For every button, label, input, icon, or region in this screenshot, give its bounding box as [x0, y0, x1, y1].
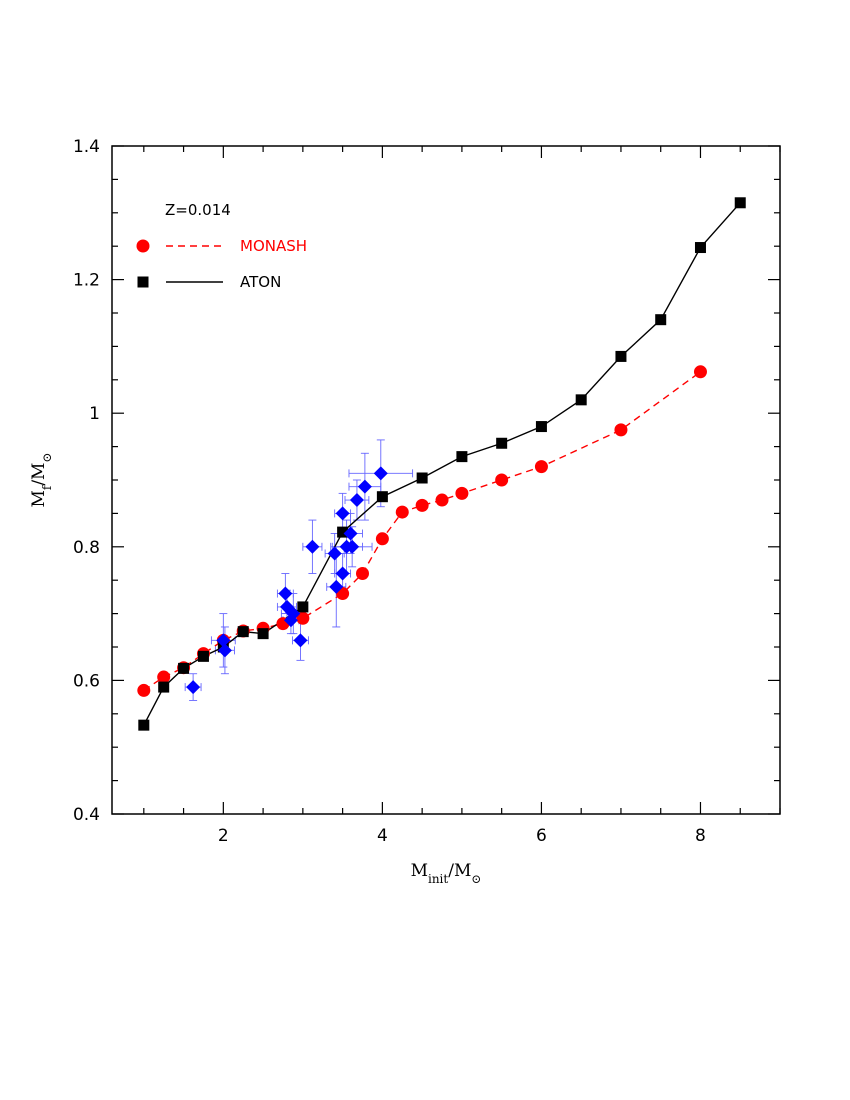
- monash-point: [296, 611, 310, 625]
- series-lines: [143, 202, 741, 726]
- observation-point: [293, 633, 308, 648]
- aton-point: [496, 437, 508, 449]
- observation-point: [286, 606, 301, 621]
- observation-point: [335, 566, 350, 581]
- observation-point: [329, 579, 344, 594]
- monash-point: [137, 683, 151, 697]
- observation-point: [278, 586, 293, 601]
- x-tick-label: 2: [218, 826, 229, 846]
- series-markers: [137, 197, 746, 731]
- monash-point: [693, 365, 707, 379]
- aton-point: [416, 472, 428, 484]
- monash-point: [614, 423, 628, 437]
- y-tick-label: 1.2: [73, 271, 100, 291]
- x-axis-label: Minit/M⊙: [411, 861, 482, 886]
- monash-point: [435, 493, 449, 507]
- aton-point: [138, 719, 150, 731]
- error-bars: [184, 439, 414, 701]
- plot-frame: [111, 145, 781, 815]
- y-tick-label: 0.4: [73, 805, 100, 825]
- aton-point: [575, 394, 587, 406]
- observation-point: [305, 539, 320, 554]
- legend-label-aton: ATON: [240, 273, 281, 291]
- y-tick-label: 0.8: [73, 538, 100, 558]
- aton-point: [158, 681, 170, 693]
- legend-marker-monash: [136, 239, 150, 253]
- aton-point: [337, 526, 349, 538]
- legend-title: Z=0.014: [165, 201, 231, 219]
- x-tick-label: 4: [377, 826, 388, 846]
- legend: Z=0.014 MONASH ATON: [136, 201, 307, 291]
- x-tick-label: 6: [536, 826, 547, 846]
- monash-point: [455, 486, 469, 500]
- tick-labels: 2 4 6 8 0.4 0.6 0.8 1 1.2 1.4: [73, 137, 706, 846]
- aton-point: [376, 491, 388, 503]
- observation-point: [217, 643, 232, 658]
- aton-point: [615, 350, 627, 362]
- aton-point: [694, 242, 706, 254]
- observation-point: [186, 680, 201, 695]
- legend-marker-aton: [137, 276, 149, 288]
- observation-point: [327, 546, 342, 561]
- legend-label-monash: MONASH: [240, 237, 307, 255]
- observation-point: [373, 466, 388, 481]
- aton-point: [237, 626, 249, 638]
- y-tick-label: 1.4: [73, 137, 100, 157]
- x-tick-label: 8: [695, 826, 706, 846]
- y-axis-label: Mf/M⊙: [29, 452, 54, 507]
- observation-point: [216, 633, 231, 648]
- aton-point: [178, 662, 190, 674]
- aton-point: [655, 314, 667, 326]
- axis-ticks: [112, 145, 781, 815]
- aton-point: [734, 197, 746, 209]
- monash-point: [157, 670, 171, 684]
- aton-line: [143, 202, 741, 726]
- aton-point: [197, 650, 209, 662]
- monash-point: [415, 498, 429, 512]
- monash-point: [356, 567, 369, 581]
- aton-point: [456, 451, 468, 463]
- aton-point: [257, 628, 269, 640]
- y-tick-label: 0.6: [73, 671, 100, 691]
- aton-point: [535, 421, 547, 433]
- observation-point: [335, 506, 350, 521]
- monash-point: [395, 505, 409, 519]
- observation-point: [345, 539, 360, 554]
- monash-point: [495, 473, 509, 487]
- monash-point: [534, 460, 548, 474]
- monash-point: [375, 532, 389, 546]
- y-tick-label: 1: [89, 404, 100, 424]
- observation-point: [357, 479, 372, 494]
- observation-point: [343, 526, 358, 541]
- observation-point: [349, 493, 364, 508]
- aton-point: [297, 601, 309, 613]
